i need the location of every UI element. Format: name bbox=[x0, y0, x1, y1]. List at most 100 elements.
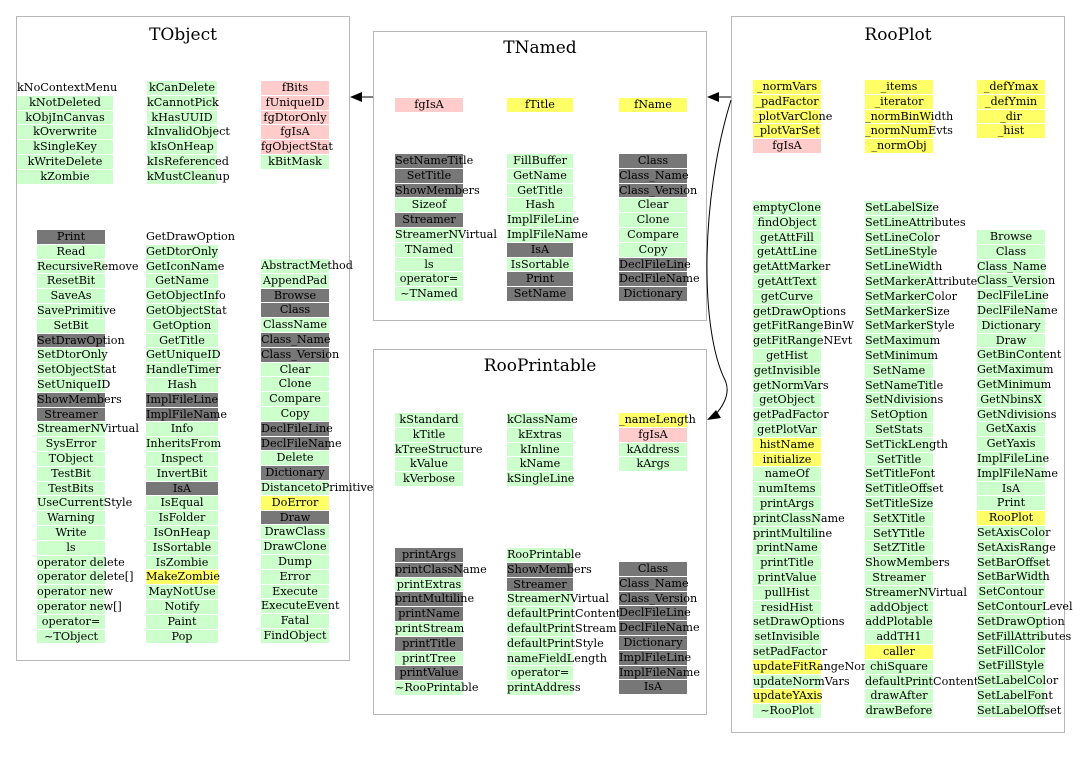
member-cell: _defYmin bbox=[977, 94, 1045, 110]
member-cell: TestBits bbox=[37, 481, 105, 497]
member-cell: ~TNamed bbox=[395, 287, 463, 302]
member-cell: AppendPad bbox=[261, 273, 329, 289]
member-cell: Compare bbox=[619, 227, 687, 243]
member-cell: kNoContextMenu bbox=[17, 81, 118, 96]
member-cell: kClassName bbox=[507, 413, 578, 428]
member-cell: Warning bbox=[37, 511, 105, 526]
member-cell: Streamer bbox=[37, 407, 105, 423]
member-cell: Class_Version bbox=[261, 347, 340, 363]
member-cell: SetTitle bbox=[395, 168, 463, 184]
member-cell: kTitle bbox=[395, 427, 463, 443]
member-cell: fgIsA bbox=[619, 427, 687, 443]
member-cell: _dir bbox=[977, 109, 1045, 125]
member-cell: kSingleLine bbox=[507, 472, 575, 487]
member-cell: Copy bbox=[261, 406, 329, 422]
member-cell: DeclFileLine bbox=[261, 421, 333, 437]
member-cell: fgIsA bbox=[753, 139, 821, 154]
member-column: _defYmax _defYmin _dir _hist bbox=[977, 80, 1045, 140]
member-cell: IsA bbox=[507, 242, 573, 258]
member-column: GetDrawOption GetDtorOnly GetIconName GetNa… bbox=[146, 230, 235, 645]
member-cell: TNamed bbox=[395, 242, 463, 258]
member-cell: kIsOnHeap bbox=[147, 140, 217, 155]
member-cell: addTH1 bbox=[865, 630, 933, 645]
member-column: FillBuffer GetName GetTitle Hash ImplFileLin… bbox=[507, 154, 588, 302]
member-cell: Read bbox=[37, 244, 105, 260]
member-cell: printValue bbox=[753, 570, 821, 586]
member-cell: ImplFileLine bbox=[619, 650, 692, 666]
member-cell: residHist bbox=[753, 600, 821, 616]
member-cell: kArgs bbox=[619, 457, 687, 473]
member-cell: SetLabelSize bbox=[865, 201, 939, 216]
member-cell: kValue bbox=[395, 457, 463, 473]
member-cell: SaveAs bbox=[37, 289, 105, 304]
member-column: fBits fUniqueID fgDtorOnly fgIsA fgObjectSta… bbox=[261, 81, 333, 170]
member-cell: MakeZombie bbox=[146, 570, 221, 586]
member-column: kCanDelete kCannotPick kHasUUID kInvalidObj… bbox=[147, 81, 230, 185]
member-cell: initialize bbox=[753, 452, 821, 468]
member-cell: SetLabelFont bbox=[977, 688, 1053, 704]
member-cell: Copy bbox=[619, 242, 687, 258]
member-cell: SetStats bbox=[865, 422, 933, 438]
member-cell: SetDrawOption bbox=[977, 614, 1065, 630]
member-cell: findObject bbox=[753, 215, 821, 231]
member-cell: Paint bbox=[146, 614, 218, 630]
member-cell: SetBit bbox=[37, 318, 105, 334]
member-cell: SetLineColor bbox=[865, 230, 940, 246]
member-cell: SetContour bbox=[977, 585, 1045, 600]
member-cell: printStream bbox=[395, 621, 465, 637]
member-cell: getAttMarker bbox=[753, 260, 831, 275]
member-cell: Browse bbox=[261, 288, 329, 304]
member-cell: kStandard bbox=[395, 413, 463, 428]
member-cell: ImplFileName bbox=[146, 407, 227, 423]
member-cell: kIsReferenced bbox=[147, 154, 229, 170]
member-cell: GetNdivisions bbox=[977, 407, 1057, 423]
member-cell: printMultiline bbox=[753, 526, 833, 542]
member-column: Class Class_Name Class_Version Clear Clone Co… bbox=[619, 154, 700, 302]
member-cell: kHasUUID bbox=[147, 110, 217, 126]
member-column: SetNameTitle SetTitle ShowMembers Sizeof Str… bbox=[395, 154, 497, 302]
member-cell: SysError bbox=[37, 437, 105, 452]
member-column: _normVars _padFactor _plotVarClone _plotVar… bbox=[753, 80, 832, 154]
member-cell: kMustCleanup bbox=[147, 169, 230, 185]
member-cell: ResetBit bbox=[37, 274, 105, 290]
member-cell: setPadFactor bbox=[753, 644, 828, 660]
member-cell: Clear bbox=[619, 198, 687, 214]
member-cell: SetAxisColor bbox=[977, 525, 1051, 541]
member-cell: Inspect bbox=[146, 451, 218, 467]
member-cell: ~RooPlot bbox=[753, 704, 821, 719]
member-cell: Dump bbox=[261, 554, 329, 570]
member-cell: Class_Version bbox=[619, 183, 698, 199]
member-cell: IsFolder bbox=[146, 511, 218, 526]
member-cell: _normNumEvts bbox=[865, 124, 953, 140]
member-cell: SetTitleFont bbox=[865, 467, 936, 483]
member-cell: _padFactor bbox=[753, 94, 821, 110]
member-cell: operator= bbox=[507, 666, 573, 682]
member-cell: ShowMembers bbox=[507, 562, 592, 578]
member-column: fgIsA bbox=[395, 98, 463, 113]
member-cell: GetBinContent bbox=[977, 348, 1062, 364]
member-cell: Class_Version bbox=[619, 591, 698, 607]
member-cell: HandleTimer bbox=[146, 363, 221, 378]
member-cell: ImplFileLine bbox=[146, 392, 219, 408]
member-cell: ~TObject bbox=[37, 629, 105, 645]
member-cell: SetTickLength bbox=[865, 437, 948, 453]
member-cell: ImplFileLine bbox=[977, 451, 1050, 467]
member-cell: DoError bbox=[261, 495, 329, 511]
member-column: _nameLength fgIsA kAddress kArgs bbox=[619, 413, 696, 473]
member-cell: kTreeStructure bbox=[395, 442, 483, 458]
member-cell: drawAfter bbox=[865, 689, 933, 705]
member-cell: GetTitle bbox=[507, 183, 573, 199]
member-cell: SetNameTitle bbox=[395, 154, 474, 169]
member-cell: _defYmax bbox=[977, 80, 1045, 95]
member-cell: getAttText bbox=[753, 274, 821, 290]
member-cell: SetLineWidth bbox=[865, 260, 943, 275]
member-cell: chiSquare bbox=[865, 659, 933, 675]
member-cell: getHist bbox=[753, 348, 821, 364]
member-cell: SavePrimitive bbox=[37, 303, 116, 319]
member-cell: SetZTitle bbox=[865, 541, 933, 557]
member-cell: getPlotVar bbox=[753, 422, 821, 438]
member-cell: kOverwrite bbox=[17, 125, 113, 141]
arrowhead-tnamed bbox=[707, 92, 719, 102]
member-cell: GetIconName bbox=[146, 259, 225, 275]
member-cell: Class bbox=[261, 303, 329, 319]
